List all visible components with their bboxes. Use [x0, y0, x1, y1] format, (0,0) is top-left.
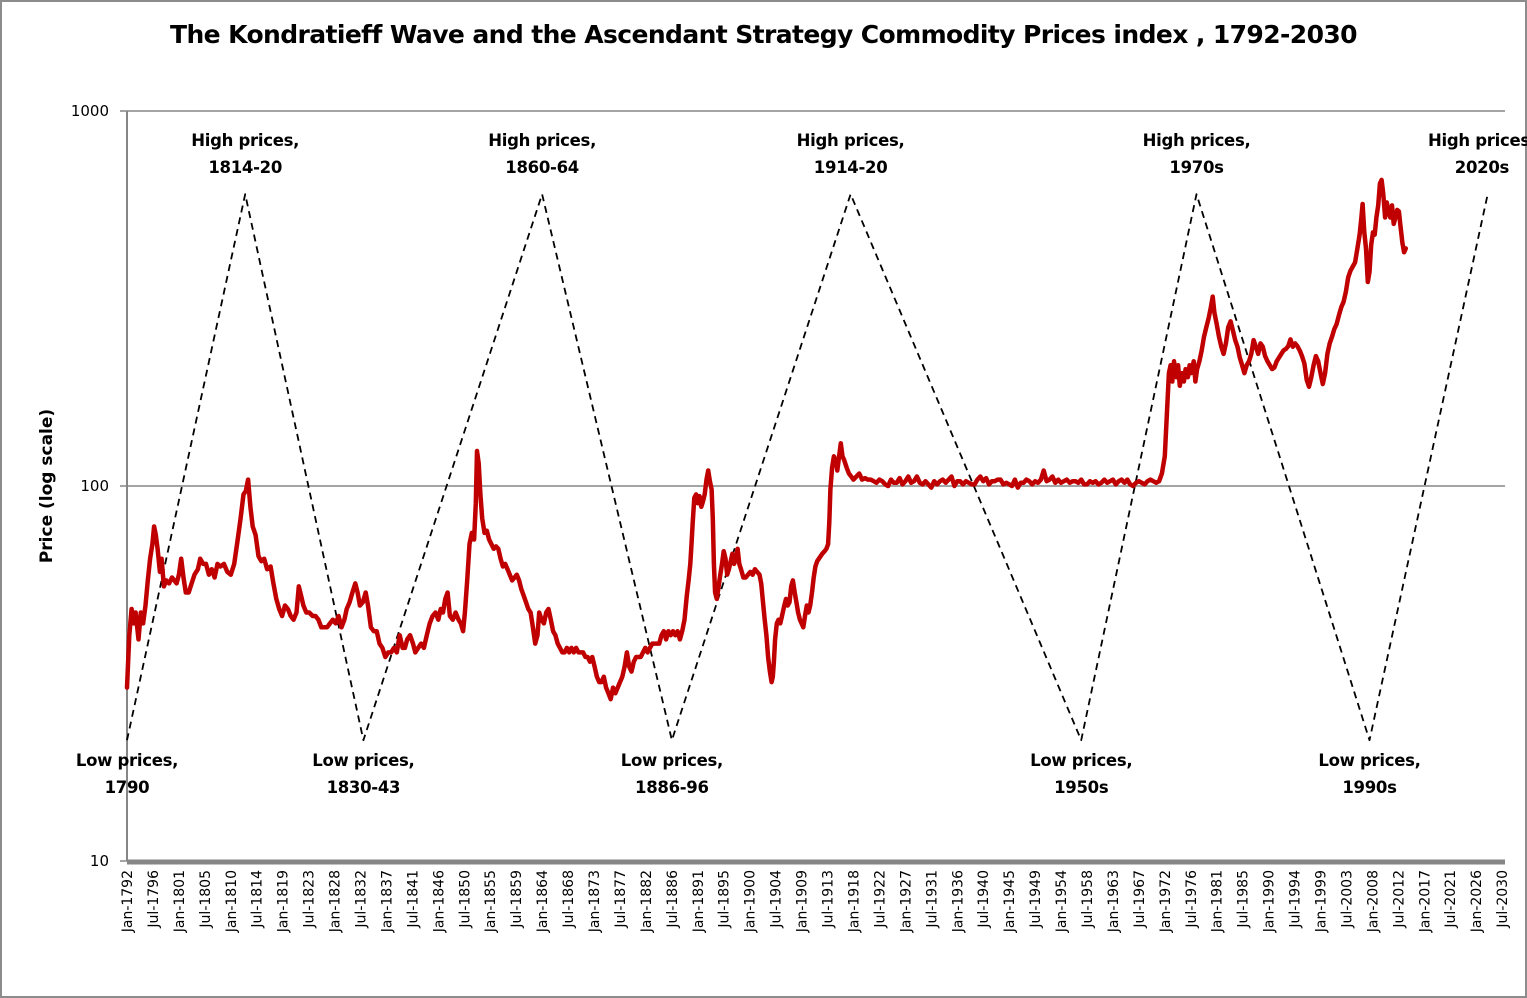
- x-tick-label: Jul-1985: [1236, 870, 1252, 929]
- x-tick-label: Jul-1841: [405, 870, 421, 929]
- x-tick-label: Jul-2012: [1391, 870, 1407, 929]
- x-tick-label: Jul-1958: [1080, 870, 1096, 929]
- x-tick-label: Jan-1936: [950, 870, 966, 933]
- x-tick-label: Jul-1922: [872, 870, 888, 929]
- x-tick-label: Jan-1792: [120, 870, 136, 933]
- x-tick-label: Jul-1832: [354, 870, 370, 929]
- kondratieff-wave-line: [126, 193, 1489, 742]
- x-tick-label: Jan-1909: [795, 870, 811, 933]
- price-index-line: [124, 177, 1409, 702]
- x-tick-label: Jan-1999: [1313, 870, 1329, 933]
- high-prices-period: 2020s: [1455, 158, 1510, 177]
- x-axis-ticks: Jan-1792 Jul-1796 Jan-1801 Jul-1805 Jan-1810…: [120, 870, 1511, 933]
- low-prices-annotation: Low prices,: [76, 751, 178, 770]
- gridlines: [127, 110, 1505, 487]
- y-tick-label: 10: [90, 852, 109, 870]
- x-tick-label: Jan-2008: [1365, 870, 1381, 933]
- x-tick-label: Jan-1873: [587, 870, 603, 933]
- low-prices-period: 1950s: [1054, 778, 1109, 797]
- x-tick-label: Jan-1981: [1210, 870, 1226, 933]
- x-tick-label: Jan-1918: [846, 870, 862, 933]
- x-tick-label: Jan-1828: [328, 870, 344, 933]
- x-tick-label: Jan-2026: [1469, 870, 1485, 933]
- high-prices-period: 1860-64: [505, 158, 579, 177]
- x-tick-label: Jul-2003: [1339, 870, 1355, 929]
- x-tick-label: Jul-1850: [457, 870, 473, 929]
- x-tick-label: Jul-1805: [198, 870, 214, 929]
- high-prices-period: 1970s: [1169, 158, 1224, 177]
- x-tick-label: Jan-1900: [743, 870, 759, 933]
- chart-title: The Kondratieff Wave and the Ascendant S…: [170, 20, 1358, 49]
- high-prices-annotation: High prices,: [191, 131, 299, 150]
- x-tick-label: Jan-1864: [535, 870, 551, 933]
- low-prices-period: 1830-43: [327, 778, 401, 797]
- x-tick-label: Jul-2030: [1495, 870, 1511, 929]
- x-tick-label: Jan-1819: [276, 870, 292, 933]
- x-tick-label: Jan-1837: [379, 870, 395, 933]
- x-tick-label: Jul-1796: [146, 870, 162, 929]
- x-tick-label: Jul-1967: [1132, 870, 1148, 929]
- high-prices-annotation: High prices,: [797, 131, 905, 150]
- y-tick-label: 100: [80, 477, 109, 495]
- x-tick-label: Jul-1931: [924, 870, 940, 929]
- x-tick-label: Jan-2017: [1417, 870, 1433, 933]
- low-prices-period: 1990s: [1342, 778, 1397, 797]
- x-tick-label: Jul-1976: [1184, 870, 1200, 929]
- x-tick-label: Jul-1994: [1288, 870, 1304, 929]
- high-prices-annotation: High prices,: [488, 131, 596, 150]
- x-tick-label: Jan-1927: [898, 870, 914, 933]
- x-tick-label: Jan-1882: [639, 870, 655, 933]
- x-tick-label: Jul-1904: [769, 870, 785, 929]
- x-tick-label: Jul-1868: [561, 870, 577, 929]
- x-tick-label: Jan-1891: [691, 870, 707, 933]
- low-prices-period: 1790: [105, 778, 150, 797]
- x-tick-label: Jul-1859: [509, 870, 525, 929]
- y-axis-ticks: 10 100 1000: [71, 102, 127, 870]
- x-tick-label: Jan-1945: [1002, 870, 1018, 933]
- x-tick-label: Jul-1886: [665, 870, 681, 929]
- y-tick-label: 1000: [71, 102, 109, 120]
- kondratieff-wave-series: [126, 193, 1489, 742]
- low-prices-period: 1886-96: [635, 778, 709, 797]
- low-prices-annotation: Low prices,: [312, 751, 414, 770]
- x-tick-label: Jul-1814: [250, 870, 266, 929]
- annotations: High prices, 1814-20 High prices, 1860-64 Hi…: [76, 131, 1527, 797]
- y-axis-label: Price (log scale): [37, 409, 57, 563]
- high-prices-period: 1914-20: [814, 158, 888, 177]
- x-tick-label: Jul-1823: [302, 870, 318, 929]
- x-tick-label: Jan-1810: [224, 870, 240, 933]
- x-tick-label: Jan-1990: [1262, 870, 1278, 933]
- low-prices-annotation: Low prices,: [1318, 751, 1420, 770]
- high-prices-annotation: High prices,: [1143, 131, 1251, 150]
- x-tick-label: Jul-1949: [1028, 870, 1044, 929]
- low-prices-annotation: Low prices,: [1030, 751, 1132, 770]
- high-prices-annotation: High prices,: [1428, 131, 1527, 150]
- x-tick-label: Jan-1846: [431, 870, 447, 933]
- x-tick-label: Jul-2021: [1443, 870, 1459, 929]
- x-tick-label: Jan-1963: [1106, 870, 1122, 933]
- x-tick-label: Jul-1877: [613, 870, 629, 929]
- high-prices-period: 1814-20: [208, 158, 282, 177]
- low-prices-annotation: Low prices,: [621, 751, 723, 770]
- x-tick-label: Jan-1801: [172, 870, 188, 933]
- x-tick-label: Jul-1913: [821, 870, 837, 929]
- x-tick-label: Jan-1855: [483, 870, 499, 933]
- x-tick-label: Jan-1972: [1158, 870, 1174, 933]
- x-tick-label: Jan-1954: [1054, 870, 1070, 933]
- x-tick-label: Jul-1895: [717, 870, 733, 929]
- x-tick-label: Jul-1940: [976, 870, 992, 929]
- commodity-price-series: [124, 177, 1409, 702]
